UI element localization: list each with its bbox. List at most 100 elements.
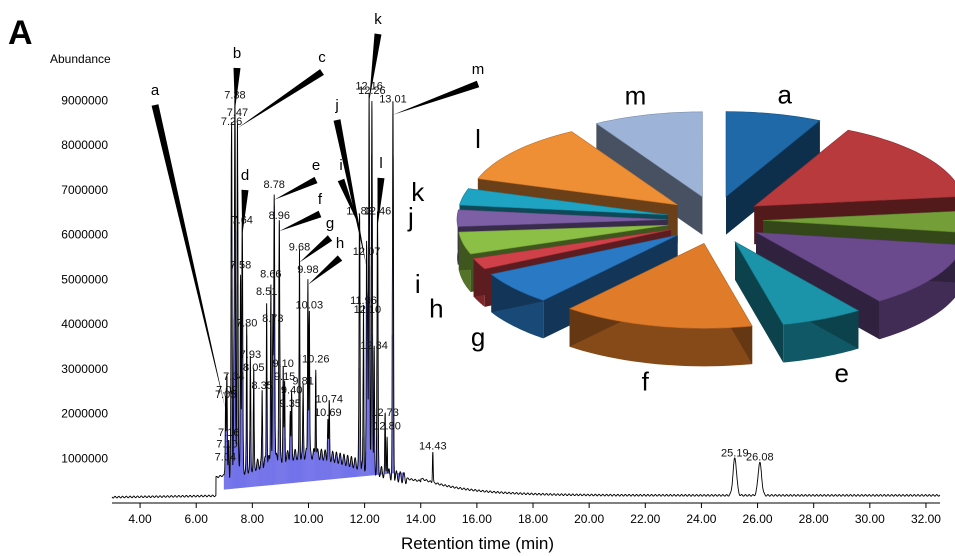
- pie-label: m: [625, 81, 647, 111]
- pie-label: f: [642, 366, 650, 396]
- peak-label: 12.10: [354, 304, 382, 316]
- x-tick-label: 22.00: [630, 512, 660, 526]
- pie-slice-face: [726, 120, 820, 235]
- peak-label: 12.07: [353, 246, 381, 258]
- peak-label: 8.66: [260, 268, 281, 280]
- y-tick-label: 5000000: [61, 272, 108, 286]
- pie-label: i: [415, 269, 421, 299]
- x-tick-label: 20.00: [574, 512, 604, 526]
- peak-label: 10.03: [296, 300, 324, 312]
- y-axis-label: Abundance: [50, 52, 111, 66]
- peak-label: 10.26: [302, 353, 330, 365]
- callout-letter: l: [379, 155, 382, 172]
- pie-label: h: [429, 293, 443, 323]
- peak-label: 12.34: [360, 340, 388, 352]
- x-tick-label: 8.00: [241, 512, 265, 526]
- pie-slice-top: [458, 224, 669, 255]
- peak-label: 7.80: [236, 317, 257, 329]
- x-tick-label: 32.00: [911, 512, 941, 526]
- callout-pointer: [392, 80, 480, 115]
- peak-label: 8.78: [264, 179, 285, 191]
- peak-label: 9.15: [274, 371, 295, 383]
- pie-label: g: [471, 322, 485, 352]
- peak-label: 9.35: [280, 398, 301, 410]
- callout-letter: a: [151, 82, 160, 99]
- y-tick-label: 1000000: [61, 451, 108, 465]
- pie-slice-top: [595, 111, 703, 198]
- peak-label: 8.73: [262, 313, 283, 325]
- x-tick-label: 4.00: [128, 512, 152, 526]
- callout-pointer: [337, 178, 360, 227]
- peak-label: 8.96: [269, 210, 290, 222]
- x-tick-label: 16.00: [462, 512, 492, 526]
- chromatogram-trace: [111, 92, 941, 499]
- pie-label: k: [411, 177, 425, 207]
- y-tick-label: 7000000: [61, 183, 108, 197]
- callout-pointer: [274, 176, 318, 200]
- peak-label: 9.10: [273, 358, 294, 370]
- axis-ticks: 4.00 6.00 8.00 10.00 12.00 14.00 16.00 18.00 20.…: [61, 93, 941, 526]
- x-tick-label: 14.00: [406, 512, 436, 526]
- panel-label: A: [8, 14, 33, 52]
- callout-letter: d: [241, 167, 249, 184]
- peak-label: 8.51: [256, 286, 277, 298]
- callout-pointer: [151, 104, 226, 411]
- pie-label: a: [778, 80, 793, 110]
- x-tick-label: 30.00: [855, 512, 885, 526]
- peak-label: 12.16: [355, 80, 383, 92]
- peak-label: 7.09: [216, 385, 237, 397]
- pie-tops: [456, 111, 955, 329]
- y-tick-label: 9000000: [61, 93, 108, 107]
- peak-label: 7.34: [223, 371, 244, 383]
- peak-label: 7.26: [221, 116, 242, 128]
- x-tick-label: 28.00: [799, 512, 829, 526]
- peak-label: 7.47: [227, 107, 248, 119]
- peak-label: 9.68: [289, 241, 310, 253]
- callout-letter: m: [472, 61, 485, 78]
- pie-label: j: [407, 202, 414, 232]
- peak-labels: 7.047.107.167.057.097.267.477.387.347.58…: [215, 80, 774, 463]
- x-tick-label: 10.00: [293, 512, 323, 526]
- callout-pointer: [241, 189, 249, 236]
- pie-slice-top: [753, 129, 955, 207]
- pie-slice-top: [755, 232, 955, 302]
- pie-slice-top: [456, 209, 668, 227]
- peak-label: 10.74: [315, 394, 343, 406]
- peak-label: 13.01: [379, 94, 407, 106]
- y-tick-label: 2000000: [61, 407, 108, 421]
- peak-label: 7.05: [215, 389, 236, 401]
- peak-label: 12.73: [371, 407, 399, 419]
- peak-label: 9.98: [297, 264, 318, 276]
- callout-letter: e: [312, 157, 320, 174]
- peak-label: 9.40: [281, 385, 302, 397]
- x-tick-label: 18.00: [518, 512, 548, 526]
- y-tick-label: 8000000: [61, 138, 108, 152]
- y-tick-label: 3000000: [61, 362, 108, 376]
- pie-slice-top: [762, 211, 955, 233]
- callout-pointer: [333, 119, 367, 267]
- callout-letter: g: [326, 215, 334, 232]
- peak-label: 7.93: [240, 349, 261, 361]
- peak-label: 26.08: [746, 452, 774, 464]
- pie-slice-top: [568, 242, 753, 329]
- y-tick-label: 6000000: [61, 228, 108, 242]
- callout-letter: h: [336, 235, 344, 252]
- callout-pointer: [233, 67, 241, 111]
- callout-letter: c: [318, 49, 326, 66]
- pie-slice-top: [459, 188, 669, 216]
- callout-pointer: [369, 33, 382, 102]
- pie-slice-top: [490, 234, 678, 301]
- callout-pointer: [307, 255, 343, 285]
- peak-label: 7.58: [230, 259, 251, 271]
- peak-label: 11.96: [350, 295, 377, 307]
- pie-slice-top: [477, 131, 678, 206]
- peak-label: 7.10: [216, 438, 237, 450]
- peak-label: 9.81: [292, 376, 313, 388]
- peak-label: 7.16: [218, 427, 239, 439]
- peak-label: 25.19: [721, 447, 749, 459]
- callout-letter: j: [334, 97, 338, 114]
- pie-label: l: [475, 124, 481, 154]
